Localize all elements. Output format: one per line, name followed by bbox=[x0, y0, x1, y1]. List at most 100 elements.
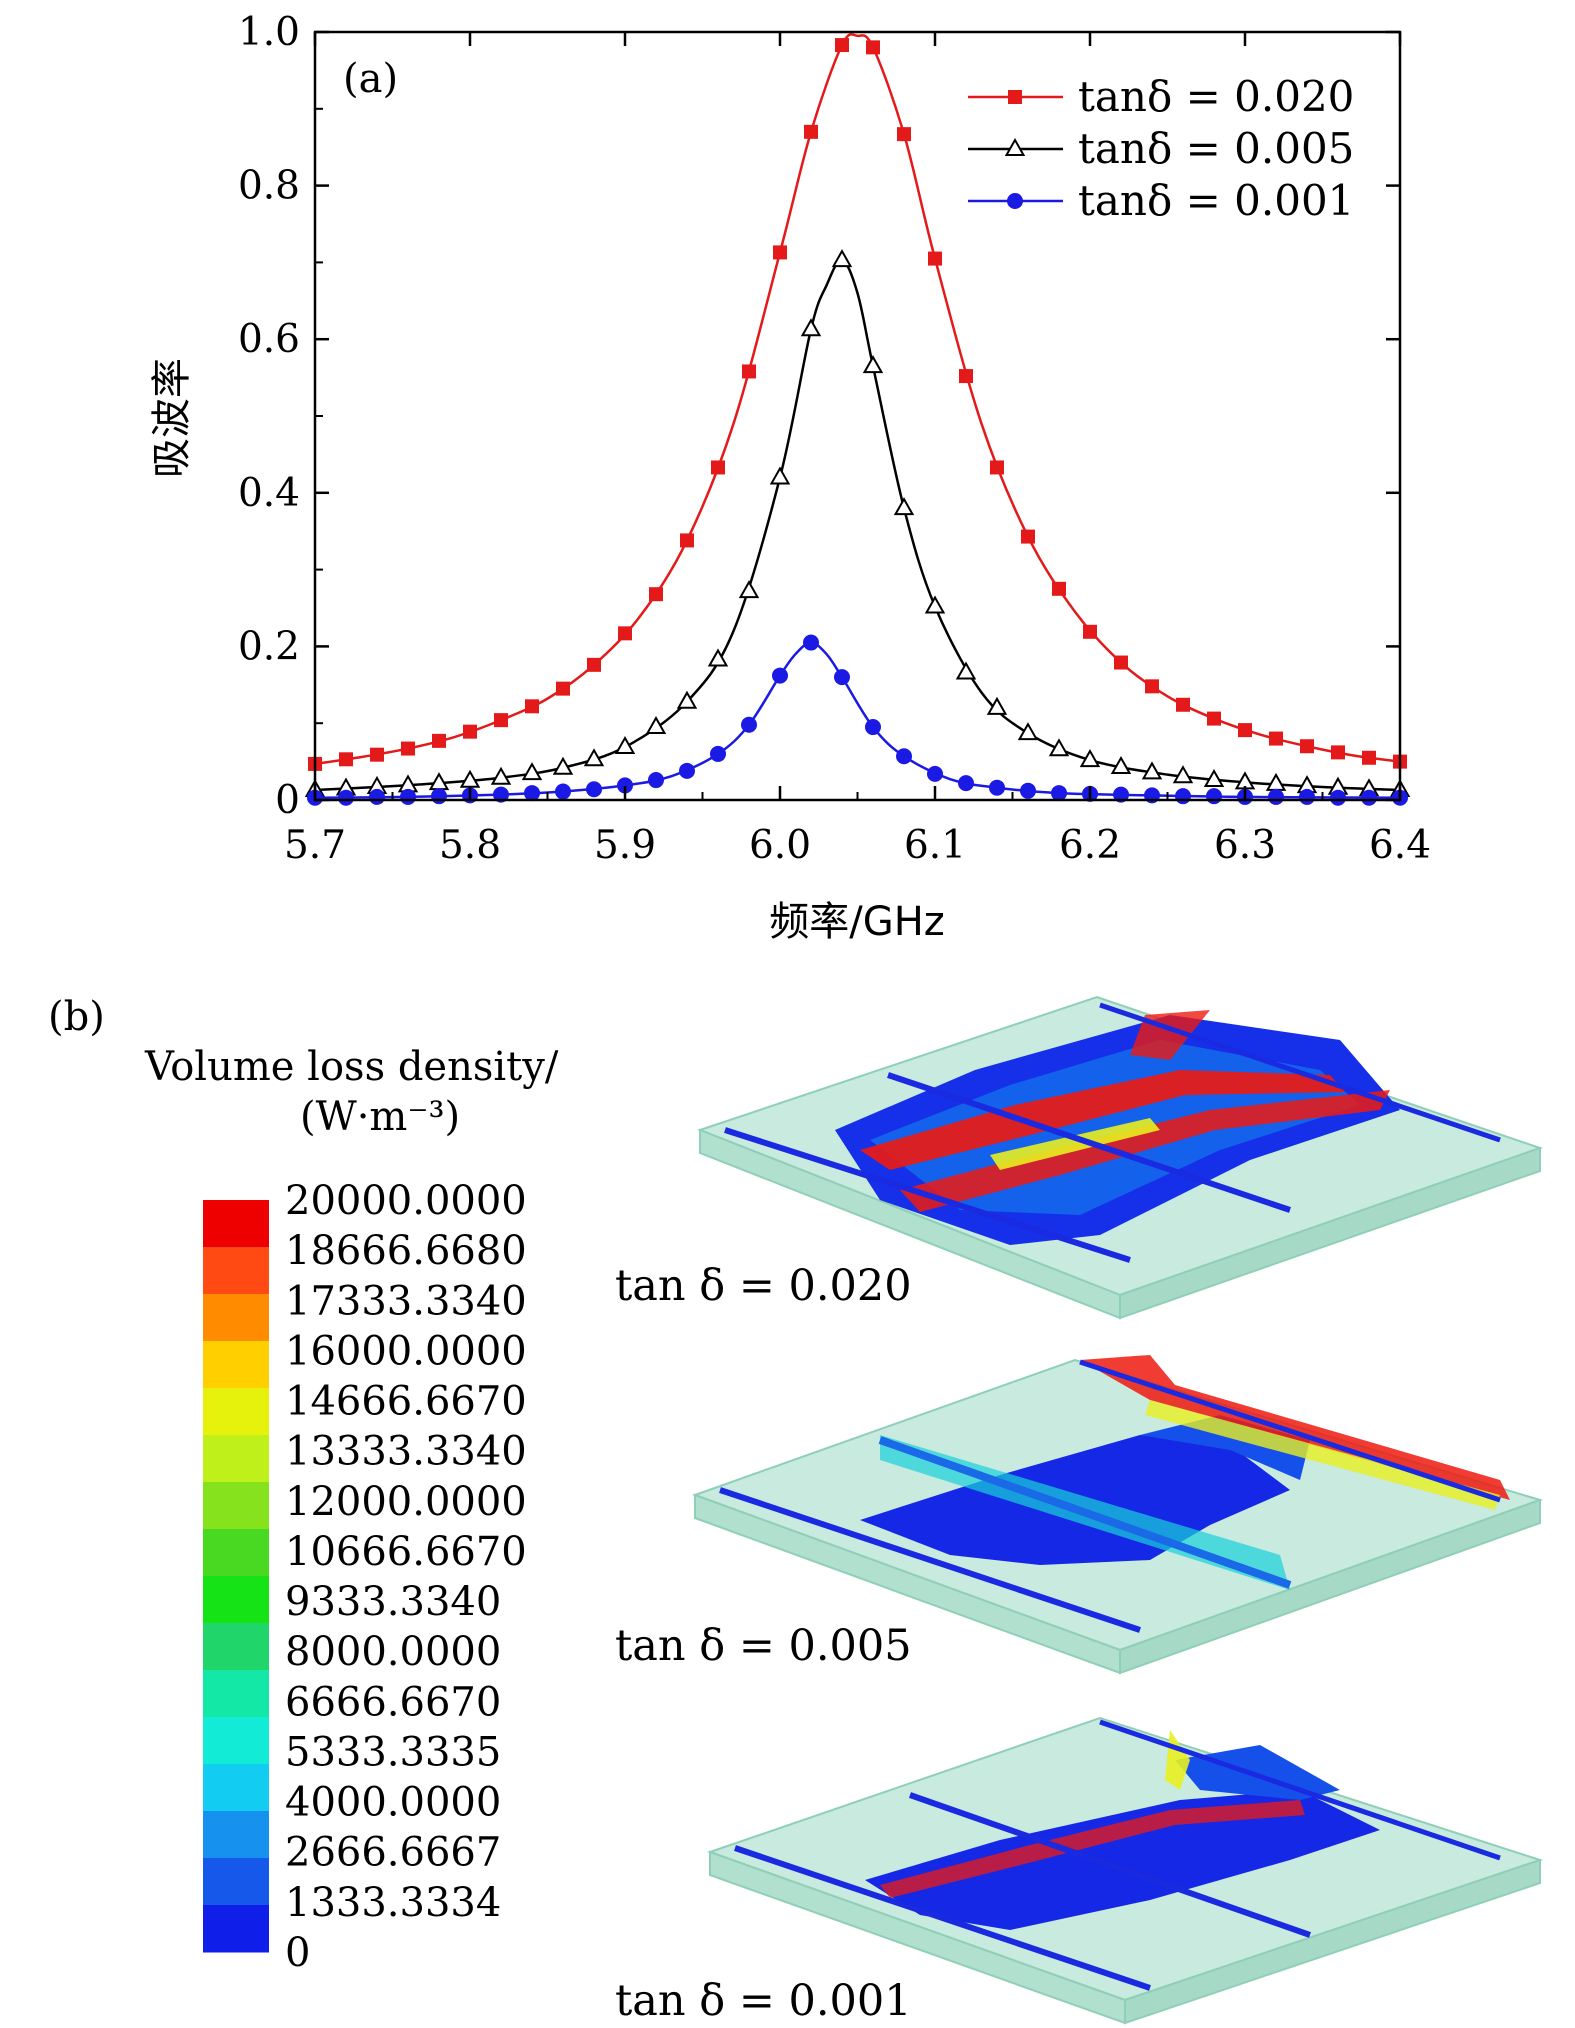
colorbar-label: 2666.6667 bbox=[285, 1830, 501, 1876]
metal-strip bbox=[909, 1792, 1311, 1938]
series bbox=[308, 33, 1407, 771]
data-point bbox=[928, 251, 942, 266]
data-point bbox=[369, 788, 385, 805]
data-point bbox=[1083, 624, 1097, 639]
data-point bbox=[525, 699, 539, 714]
data-point bbox=[1020, 782, 1036, 799]
slab-1-caption: tan δ = 0.020 bbox=[615, 1261, 912, 1311]
legend-entry: tanδ = 0.001 bbox=[968, 176, 1354, 225]
colorbar-swatch bbox=[203, 1341, 269, 1389]
colorbar-label: 17333.3340 bbox=[285, 1278, 527, 1324]
data-point bbox=[1141, 761, 1163, 780]
colorbar-label: 14666.6670 bbox=[285, 1379, 527, 1425]
data-point bbox=[400, 788, 416, 805]
colorbar-swatch bbox=[203, 1247, 269, 1295]
data-point bbox=[521, 762, 543, 781]
series-line bbox=[314, 258, 1401, 792]
y-tick-label: 0.2 bbox=[238, 624, 300, 669]
metal-strip bbox=[887, 1072, 1291, 1213]
data-point bbox=[1361, 789, 1377, 806]
data-point bbox=[1052, 581, 1066, 596]
legend-entry: tanδ = 0.005 bbox=[968, 124, 1354, 173]
data-point bbox=[1300, 739, 1314, 754]
data-point bbox=[773, 245, 787, 260]
data-point bbox=[1206, 788, 1222, 805]
data-point bbox=[1048, 738, 1070, 757]
hot-band bbox=[990, 1118, 1160, 1170]
series bbox=[304, 249, 1411, 798]
data-point bbox=[1265, 772, 1287, 791]
colorbar-swatch bbox=[203, 1294, 269, 1342]
data-point bbox=[552, 756, 574, 775]
x-tick-label: 5.9 bbox=[594, 823, 656, 868]
slab-tan-0.020 bbox=[697, 995, 1544, 1320]
data-point bbox=[772, 667, 788, 684]
legend-entry: tanδ = 0.020 bbox=[968, 72, 1354, 121]
x-tick-label: 6.4 bbox=[1369, 823, 1431, 868]
data-point bbox=[1175, 788, 1191, 805]
y-tick-label: 0 bbox=[275, 778, 300, 823]
y-tick-label: 0.6 bbox=[238, 317, 300, 362]
data-point bbox=[676, 690, 698, 709]
x-tick-label: 6.1 bbox=[904, 823, 966, 868]
data-point bbox=[555, 783, 571, 800]
data-point bbox=[431, 788, 447, 805]
data-point bbox=[927, 765, 943, 782]
data-point bbox=[1079, 749, 1101, 768]
data-point bbox=[834, 669, 850, 686]
metal-strip bbox=[719, 1487, 1141, 1633]
slab-side-face bbox=[1119, 1146, 1541, 1320]
hot-band bbox=[900, 1090, 1390, 1212]
data-point bbox=[586, 781, 602, 798]
hot-band bbox=[1080, 1355, 1510, 1500]
data-point bbox=[959, 369, 973, 384]
data-point bbox=[955, 661, 977, 680]
data-point bbox=[645, 716, 667, 735]
data-point bbox=[401, 741, 415, 756]
series-line bbox=[314, 641, 1401, 799]
data-point bbox=[958, 775, 974, 792]
data-point bbox=[1110, 755, 1132, 774]
panel-b-label: (b) bbox=[48, 994, 105, 1040]
data-point bbox=[738, 580, 760, 599]
data-point bbox=[866, 40, 880, 55]
x-tick-label: 5.8 bbox=[439, 823, 501, 868]
colorbar-label: 8000.0000 bbox=[285, 1629, 501, 1675]
data-point bbox=[680, 533, 694, 548]
data-point bbox=[897, 127, 911, 142]
data-point bbox=[432, 733, 446, 748]
data-point bbox=[1268, 788, 1284, 805]
data-point bbox=[1269, 731, 1283, 746]
data-point bbox=[1207, 711, 1221, 726]
colorbar-label: 16000.0000 bbox=[285, 1328, 527, 1374]
metal-strip bbox=[1099, 1002, 1501, 1143]
hot-band bbox=[860, 1070, 1345, 1170]
x-tick-label: 6.2 bbox=[1059, 823, 1121, 868]
colorbar-label: 9333.3340 bbox=[285, 1579, 501, 1625]
legend-marker bbox=[1007, 193, 1023, 209]
x-axis-label: 频率/GHz bbox=[769, 899, 945, 945]
x-tick-label: 5.7 bbox=[284, 823, 346, 868]
colorbar-swatch bbox=[203, 1858, 269, 1906]
data-point bbox=[679, 762, 695, 779]
data-point bbox=[893, 497, 915, 516]
colorbar-swatch bbox=[203, 1764, 269, 1812]
data-point bbox=[1330, 789, 1346, 806]
colorbar-label: 0 bbox=[285, 1930, 310, 1976]
loss-field-low bbox=[865, 1790, 1380, 1930]
colorbar-swatch bbox=[203, 1623, 269, 1671]
data-point bbox=[896, 748, 912, 765]
data-point bbox=[803, 634, 819, 651]
colorbar-title-line2: (W·m⁻³) bbox=[300, 1094, 460, 1140]
hot-band bbox=[880, 1800, 1305, 1898]
colorbar-label: 13333.3340 bbox=[285, 1429, 527, 1475]
data-point bbox=[490, 766, 512, 785]
y-tick-label: 0.4 bbox=[238, 471, 300, 516]
axis-ticks: 5.7 5.8 5.9 6.0 6.1 6.2 6.3 6.4 0 0.2 0.4 0.6 0.8 1.0 bbox=[238, 10, 1431, 868]
colorbar-label: 5333.3335 bbox=[285, 1729, 501, 1775]
slab-side-face bbox=[1124, 1858, 1541, 2025]
plot-area bbox=[304, 33, 1411, 806]
colorbar-label: 6666.6670 bbox=[285, 1679, 501, 1725]
colorbar-swatch bbox=[203, 1482, 269, 1530]
